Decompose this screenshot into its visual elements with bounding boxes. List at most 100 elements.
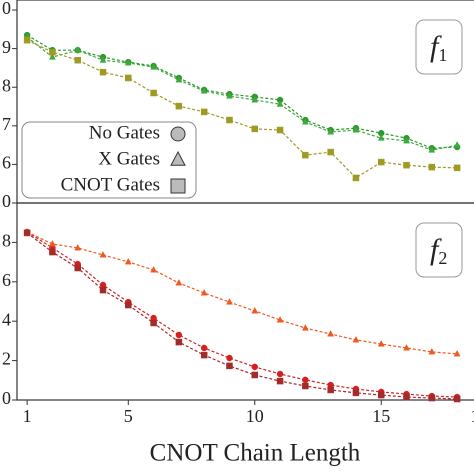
- y-tick-label: 8: [2, 75, 11, 95]
- marker: [276, 370, 284, 378]
- marker: [226, 92, 233, 99]
- marker: [74, 56, 81, 64]
- marker: [99, 68, 107, 76]
- marker: [124, 257, 132, 265]
- marker: [226, 298, 233, 305]
- marker: [276, 377, 284, 385]
- marker: [352, 335, 360, 343]
- marker: [302, 376, 309, 384]
- marker: [170, 126, 186, 142]
- marker: [74, 46, 82, 53]
- marker: [403, 161, 410, 169]
- marker: [99, 56, 107, 63]
- marker: [453, 164, 461, 172]
- plot-area: [23, 227, 461, 403]
- marker: [226, 354, 233, 362]
- marker: [49, 48, 56, 56]
- marker: [428, 394, 436, 402]
- marker: [428, 146, 436, 153]
- y-tick-label: 9: [2, 37, 11, 57]
- marker: [377, 158, 385, 166]
- marker: [276, 126, 284, 134]
- marker: [99, 286, 107, 294]
- marker: [377, 134, 385, 141]
- marker: [175, 338, 183, 346]
- legend-label: CNOT Gates: [61, 174, 160, 195]
- y-tick-label: 2: [2, 349, 11, 369]
- marker: [175, 278, 183, 286]
- marker: [453, 141, 461, 148]
- marker: [175, 75, 183, 83]
- x-tick-label: 5: [124, 406, 133, 426]
- marker: [226, 116, 233, 124]
- marker: [377, 340, 385, 347]
- marker: [49, 248, 56, 256]
- marker: [453, 395, 461, 403]
- marker: [200, 344, 208, 352]
- marker: [251, 125, 259, 133]
- marker: [276, 100, 284, 107]
- marker: [226, 362, 233, 370]
- series-line: [26, 232, 458, 400]
- marker: [428, 347, 436, 355]
- marker: [251, 306, 259, 314]
- y-tick-label: 0: [2, 0, 11, 18]
- marker: [150, 319, 157, 327]
- y-tick-label: 7: [2, 114, 11, 134]
- marker: [302, 382, 309, 390]
- marker: [403, 393, 410, 401]
- marker: [23, 229, 31, 237]
- x-tick-label: 15: [372, 406, 390, 426]
- x-tick-label: 1: [470, 406, 474, 426]
- marker: [200, 87, 208, 94]
- marker: [301, 117, 309, 125]
- marker: [150, 63, 158, 70]
- marker: [276, 316, 284, 323]
- marker: [327, 386, 334, 394]
- annotation-sub: 1: [438, 45, 447, 65]
- marker: [352, 126, 360, 133]
- marker: [200, 289, 208, 296]
- series-line: [26, 231, 458, 355]
- y-tick-label: 4: [2, 309, 11, 329]
- marker: [403, 344, 410, 351]
- marker: [175, 102, 183, 110]
- marker: [453, 349, 461, 357]
- plot-frame: [16, 202, 474, 401]
- plot-area: [23, 31, 461, 182]
- marker: [352, 389, 360, 397]
- y-tick-label: 8: [2, 231, 11, 251]
- marker: [74, 243, 82, 251]
- annotation-sub: 2: [438, 248, 447, 268]
- annotation-box: [415, 222, 463, 278]
- marker: [125, 301, 132, 309]
- marker: [428, 163, 436, 171]
- marker: [200, 108, 208, 116]
- marker: [200, 351, 208, 359]
- marker: [150, 265, 158, 273]
- legend-label: No Gates: [89, 122, 160, 143]
- series-line: [26, 231, 458, 398]
- marker: [377, 391, 385, 399]
- series-line: [26, 34, 458, 149]
- marker: [301, 324, 309, 331]
- marker: [251, 371, 259, 379]
- y-tick-label: 6: [2, 153, 11, 173]
- marker: [125, 74, 132, 82]
- marker: [99, 251, 107, 258]
- marker: [150, 89, 157, 97]
- marker: [170, 150, 186, 166]
- marker: [74, 264, 81, 272]
- marker: [302, 151, 309, 159]
- x-axis-label: CNOT Chain Length: [150, 440, 361, 467]
- marker: [403, 136, 410, 144]
- y-tick-label: 6: [2, 270, 11, 290]
- marker: [48, 53, 56, 60]
- legend-label: X Gates: [98, 148, 160, 169]
- annotation-box: [415, 19, 463, 75]
- series-line: [26, 39, 458, 179]
- series-line: [26, 36, 458, 151]
- marker: [327, 148, 334, 156]
- y-tick-label: 0: [2, 388, 11, 408]
